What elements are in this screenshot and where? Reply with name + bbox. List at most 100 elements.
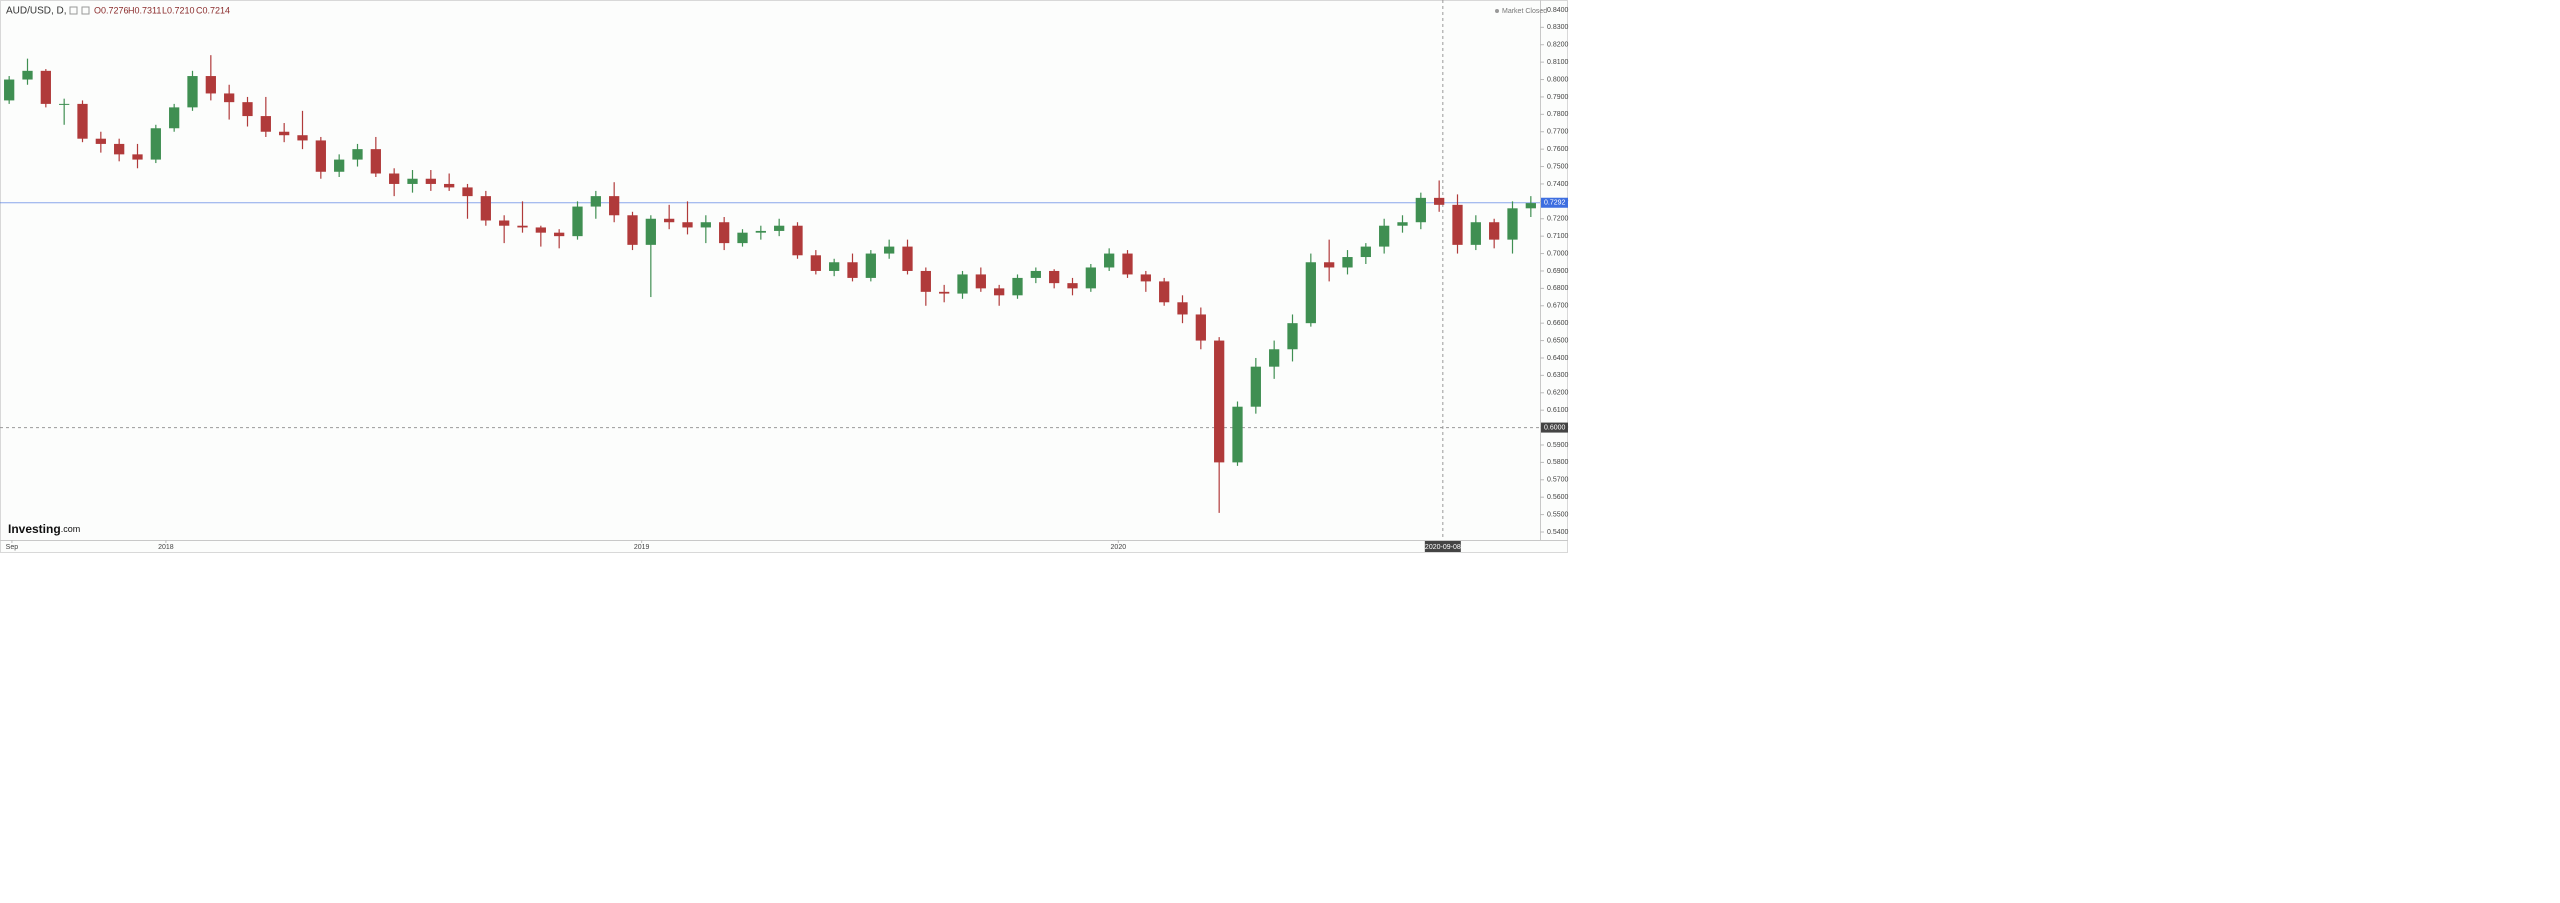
y-tick-label: 0.8000 xyxy=(1547,76,1569,83)
candle-body xyxy=(114,143,125,155)
candle-body xyxy=(40,70,51,104)
y-tick-label: 0.7200 xyxy=(1547,216,1569,223)
candle-body xyxy=(884,246,895,254)
candle-body xyxy=(407,178,418,184)
candle-body xyxy=(132,154,143,160)
candle-body xyxy=(334,159,345,172)
crosshair-x-label: 2020-09-08 xyxy=(1425,544,1461,551)
candle-body xyxy=(205,76,216,94)
candle-body xyxy=(1012,277,1023,296)
brand: Investing xyxy=(8,522,61,536)
y-tick-label: 0.7900 xyxy=(1547,94,1569,101)
candle-body xyxy=(975,274,986,289)
crosshair-x-box xyxy=(1424,541,1461,552)
candle-body xyxy=(1104,253,1115,268)
y-tick-label: 0.6500 xyxy=(1547,337,1569,344)
candle-body xyxy=(1085,267,1096,289)
y-tick-label: 0.7100 xyxy=(1547,233,1569,240)
candle-body xyxy=(22,70,33,80)
brand-suffix: .com xyxy=(61,524,81,534)
candle-body xyxy=(957,274,968,294)
candle-body xyxy=(1250,366,1261,407)
y-tick-label: 0.7400 xyxy=(1547,181,1569,188)
candle-body xyxy=(1489,222,1500,240)
candle-body xyxy=(169,107,180,129)
candle-body xyxy=(95,138,106,144)
candle-body xyxy=(994,288,1005,296)
candle-body xyxy=(150,128,161,160)
y-tick-label: 0.6700 xyxy=(1547,303,1569,310)
candle-body xyxy=(352,149,363,160)
brand-logo: Investing.com xyxy=(8,522,80,536)
icon[interactable] xyxy=(81,6,90,15)
y-tick-label: 0.6900 xyxy=(1547,268,1569,275)
candle-body xyxy=(1177,302,1188,315)
last-price-label: 0.7292 xyxy=(1544,200,1566,207)
candle-body xyxy=(444,183,455,188)
chart-frame xyxy=(0,0,1568,553)
y-tick-label: 0.7500 xyxy=(1547,163,1569,170)
y-tick-label: 0.7000 xyxy=(1547,250,1569,257)
y-tick-label: 0.8400 xyxy=(1547,7,1569,14)
candle-body xyxy=(1342,257,1353,268)
y-tick-label: 0.8100 xyxy=(1547,59,1569,66)
y-tick-label: 0.6800 xyxy=(1547,285,1569,292)
y-tick-label: 0.7600 xyxy=(1547,146,1569,153)
candle-body xyxy=(1232,406,1243,463)
candle-body xyxy=(480,196,491,221)
y-tick-label: 0.8200 xyxy=(1547,42,1569,49)
status-dot xyxy=(1495,9,1499,13)
candle-body xyxy=(1470,222,1481,245)
candle-body xyxy=(609,196,620,216)
ohlc-readout: O0.7276 xyxy=(94,5,129,15)
candle-body xyxy=(517,225,528,228)
candle-body xyxy=(297,135,308,141)
icon[interactable] xyxy=(69,6,78,15)
chart-title: AUD/USD, D, xyxy=(6,6,67,17)
candle-body xyxy=(865,253,876,278)
ohlc-readout: C0.7214 xyxy=(196,5,230,15)
candle-body xyxy=(1214,340,1225,463)
candle-body xyxy=(370,149,381,174)
candle-body xyxy=(627,215,638,245)
candle-body xyxy=(1122,253,1133,275)
y-tick-label: 0.6300 xyxy=(1547,372,1569,379)
candle-body xyxy=(1525,203,1536,209)
y-tick-label: 0.5900 xyxy=(1547,442,1569,449)
y-tick-label: 0.7800 xyxy=(1547,111,1569,118)
candle-body xyxy=(499,220,510,226)
candle-body xyxy=(1397,222,1408,226)
candle-body xyxy=(719,222,730,244)
y-tick-label: 0.5800 xyxy=(1547,459,1569,466)
x-tick-label: 2019 xyxy=(634,544,650,551)
candle-body xyxy=(572,206,583,237)
y-tick-label: 0.6100 xyxy=(1547,407,1569,414)
candle-body xyxy=(389,173,400,184)
candle-body xyxy=(4,79,15,101)
y-tick-label: 0.6600 xyxy=(1547,320,1569,327)
y-tick-label: 0.6400 xyxy=(1547,355,1569,362)
candle-body xyxy=(645,218,656,245)
candle-body xyxy=(224,93,235,103)
y-tick-label: 0.7700 xyxy=(1547,129,1569,136)
candle-body xyxy=(810,255,821,271)
candle-body xyxy=(847,262,858,278)
candle-body xyxy=(77,103,88,139)
candle-body xyxy=(1452,204,1463,245)
candle-body xyxy=(920,270,931,292)
candle-body xyxy=(1030,270,1041,278)
y-tick-label: 0.6200 xyxy=(1547,390,1569,397)
candle-body xyxy=(1159,281,1170,303)
y-tick-label: 0.5700 xyxy=(1547,477,1569,484)
candle-body xyxy=(1507,208,1518,240)
candle-body xyxy=(1049,270,1060,284)
ohlc-readout: H0.7311 xyxy=(128,5,161,15)
candle-body xyxy=(1195,314,1206,341)
candle-body xyxy=(59,103,70,105)
market-status: Market Closed xyxy=(1502,8,1547,15)
x-tick-label: 2018 xyxy=(158,544,174,551)
candle-body xyxy=(279,131,290,136)
y-tick-label: 0.5500 xyxy=(1547,511,1569,518)
